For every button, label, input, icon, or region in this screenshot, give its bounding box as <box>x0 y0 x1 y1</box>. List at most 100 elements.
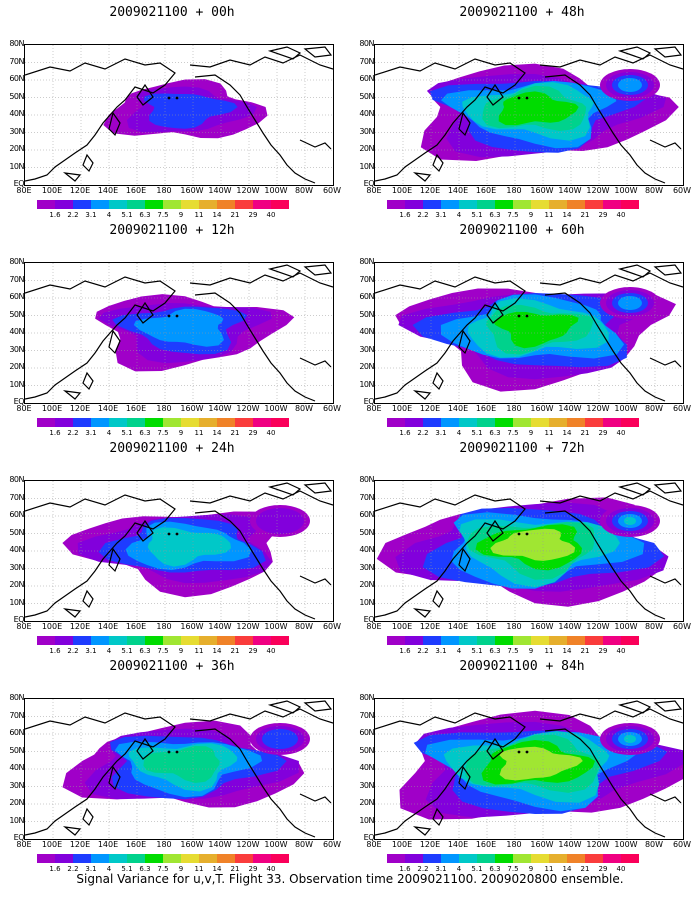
latitude-tick-label: EQ <box>363 833 375 842</box>
colorbar-swatch <box>73 200 91 209</box>
latitude-tick-label: 80N <box>359 475 374 484</box>
panel-title: 2009021100 + 84h <box>459 659 585 674</box>
colorbar-swatch <box>199 854 217 863</box>
latitude-tick-label: 60N <box>9 728 24 737</box>
longitude-tick-label: 80W <box>644 404 664 413</box>
latitude-tick-label: 70N <box>359 56 374 66</box>
colorbar <box>37 418 289 427</box>
map-svg <box>375 263 683 403</box>
colorbar-swatch <box>603 200 621 209</box>
latitude-tick-label: 50N <box>9 527 24 537</box>
colorbar-label: 14 <box>212 429 222 437</box>
map-panel: 2009021100 + 36h 80N 70N 60N 50N 40N 30N 20N 10N… <box>2 658 342 880</box>
colorbar-swatch <box>91 200 109 209</box>
colorbar <box>387 418 639 427</box>
longitude-tick-label: 60W <box>672 622 692 631</box>
latitude-tick-label: EQ <box>13 615 25 624</box>
colorbar-swatch <box>163 636 181 645</box>
latitude-tick-label: EQ <box>13 833 25 842</box>
observation-marker <box>167 96 171 100</box>
colorbar-label: 6.3 <box>139 647 151 655</box>
latitude-tick-label: 10N <box>359 161 374 171</box>
longitude-tick-label: 180 <box>506 186 522 195</box>
colorbar-swatch <box>235 200 253 209</box>
colorbar-label: 4 <box>106 429 112 437</box>
colorbar-label: 3.1 <box>435 429 447 437</box>
colorbar-swatch <box>405 200 423 209</box>
colorbar-swatch <box>603 418 621 427</box>
colorbar-swatch <box>91 418 109 427</box>
map-panel: 2009021100 + 00h 80N 70N 60N 50N 40N 30N 20N 10N… <box>2 4 342 226</box>
colorbar-label: 2.2 <box>417 865 429 873</box>
observation-marker <box>517 314 521 318</box>
coastline <box>412 390 432 400</box>
colorbar-swatch <box>37 636 55 645</box>
longitude-tick-label: 140W <box>208 622 232 631</box>
coastline <box>267 482 302 496</box>
colorbar-swatch <box>549 418 567 427</box>
latitude-tick-label: 50N <box>359 91 374 101</box>
coastline <box>267 700 302 714</box>
latitude-tick-label: EQ <box>13 397 25 406</box>
coastline <box>412 826 432 836</box>
coastline <box>617 264 652 278</box>
colorbar-label: 3.1 <box>85 211 97 219</box>
colorbar-swatch <box>531 200 549 209</box>
colorbar-label: 1.6 <box>49 865 61 873</box>
longitude-tick-label: 160E <box>475 186 497 195</box>
latitude-tick-label: 10N <box>359 379 374 389</box>
colorbar-swatch <box>405 636 423 645</box>
longitude-tick-label: 120E <box>69 622 91 631</box>
coastline <box>62 608 82 618</box>
variance-map <box>374 262 684 404</box>
contour-fill <box>618 296 642 310</box>
longitude-tick-label: 160E <box>125 186 147 195</box>
observation-marker <box>175 750 179 754</box>
colorbar-swatch <box>495 854 513 863</box>
coastline <box>303 264 333 276</box>
latitude-tick-label: 70N <box>9 274 24 284</box>
colorbar-label: 11 <box>194 211 204 219</box>
contour-fill <box>262 729 298 749</box>
longitude-tick-label: 60W <box>672 404 692 413</box>
latitude-tick-label: 60N <box>9 510 24 519</box>
longitude-tick-label: 160E <box>475 622 497 631</box>
colorbar-swatch <box>531 636 549 645</box>
observation-marker <box>525 750 529 754</box>
longitude-tick-label: 100E <box>391 840 413 849</box>
colorbar <box>387 200 639 209</box>
longitude-tick-label: 160E <box>475 840 497 849</box>
colorbar-swatch <box>585 636 603 645</box>
colorbar-label: 9 <box>178 211 184 219</box>
colorbar-swatch <box>549 854 567 863</box>
colorbar-swatch <box>549 636 567 645</box>
coastline <box>62 172 82 182</box>
colorbar-label: 7.5 <box>157 429 169 437</box>
colorbar-swatch <box>73 418 91 427</box>
colorbar-label: 5.1 <box>471 429 483 437</box>
latitude-tick-label: 10N <box>9 379 24 389</box>
colorbar-label: 11 <box>544 211 554 219</box>
variance-map <box>374 480 684 622</box>
latitude-tick-label: 80N <box>359 693 374 702</box>
colorbar-label: 2.2 <box>67 647 79 655</box>
map-svg <box>25 263 333 403</box>
panel-title: 2009021100 + 36h <box>109 659 235 674</box>
colorbar-swatch <box>217 636 235 645</box>
colorbar-label: 40 <box>616 211 626 219</box>
colorbar-label: 11 <box>194 429 204 437</box>
colorbar-label: 6.3 <box>489 211 501 219</box>
colorbar-label: 1.6 <box>399 647 411 655</box>
map-panel: 2009021100 + 48h 80N 70N 60N 50N 40N 30N 20N 10N… <box>352 4 692 226</box>
colorbar-swatch <box>145 854 163 863</box>
observation-marker <box>525 96 529 100</box>
latitude-tick-label: 30N <box>9 126 24 136</box>
colorbar-label: 6.3 <box>139 429 151 437</box>
colorbar-swatch <box>567 636 585 645</box>
longitude-tick-label: 140E <box>447 186 469 195</box>
colorbar-label: 7.5 <box>507 647 519 655</box>
coastline <box>189 708 333 724</box>
latitude-tick-label: 60N <box>359 292 374 301</box>
map-panel: 2009021100 + 60h 80N 70N 60N 50N 40N 30N 20N 10N… <box>352 222 692 444</box>
latitude-tick-label: 70N <box>359 492 374 502</box>
